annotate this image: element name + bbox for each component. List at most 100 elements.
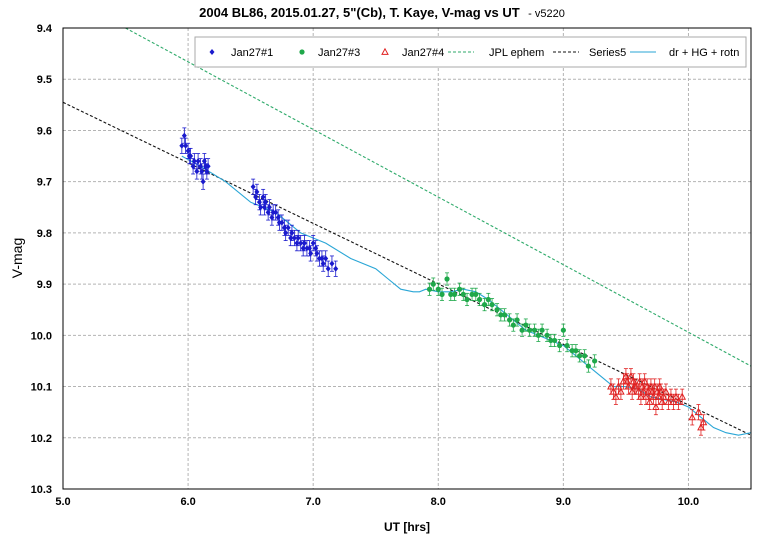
point-jan27-4 [649,392,658,400]
point-jan27-4 [628,387,636,395]
point-jan27-3 [585,363,591,369]
point-jan27-4 [674,397,683,405]
point-jan27-1 [254,188,260,195]
legend-marker-jan27-3 [299,49,305,55]
y-tick-label: 10.0 [31,330,52,342]
point-jan27-3 [469,291,475,297]
point-jan27-1 [185,147,191,154]
series-lines [63,28,751,436]
point-jan27-4 [669,397,678,405]
point-jan27-1 [276,219,282,226]
y-tick-label: 9.5 [37,74,52,86]
point-jan27-1 [253,194,259,201]
point-jan27-1 [250,183,256,190]
point-jan27-4 [627,372,635,380]
point-jan27-4 [617,387,625,395]
point-jan27-4 [609,387,618,395]
point-jan27-1 [183,142,189,149]
point-jan27-3 [548,337,554,344]
y-axis-label: V-mag [9,238,25,278]
point-jan27-1 [261,204,267,211]
point-jan27-1 [323,255,329,262]
point-jan27-4 [634,387,643,395]
chart-title: 2004 BL86, 2015.01.27, 5"(Cb), T. Kaye, … [199,5,520,20]
legend-label-jpl-ephem: JPL ephem [489,47,544,59]
point-jan27-4 [678,392,687,400]
point-jan27-1 [310,240,316,247]
point-jan27-1 [199,168,205,175]
point-jan27-1 [333,265,339,272]
point-jan27-3 [460,291,466,297]
point-jan27-3 [531,327,538,333]
point-jan27-4 [640,377,649,385]
y-tick-label: 10.3 [31,484,52,496]
point-jan27-3 [430,281,436,287]
point-jan27-1 [295,235,301,242]
point-jan27-3 [535,332,541,338]
point-jan27-3 [560,327,566,333]
point-jan27-1 [195,158,201,165]
point-jan27-3 [494,307,500,313]
point-jan27-1 [279,219,285,226]
point-jan27-1 [314,250,320,257]
point-jan27-3 [439,291,445,297]
point-jan27-1 [313,245,319,252]
point-jan27-3 [592,358,598,364]
x-tick-label: 5.0 [55,496,70,508]
point-jan27-1 [329,260,335,267]
point-jan27-1 [256,199,262,206]
point-jan27-4 [699,418,708,426]
point-jan27-1 [270,209,276,216]
legend-label-jan27-1: Jan27#1 [231,47,273,59]
point-jan27-4 [632,382,640,390]
point-jan27-1 [285,224,291,231]
x-tick-labels: 5.0 6.0 7.0 8.0 9.0 10.0 [55,496,699,508]
point-jan27-1 [325,265,331,272]
point-jan27-1 [320,260,326,267]
point-jan27-1 [289,229,295,236]
point-jan27-3 [501,312,508,318]
point-jan27-1 [298,240,304,247]
point-jan27-1 [306,245,312,252]
point-jan27-3 [464,296,470,303]
point-jan27-1 [308,250,314,257]
point-jan27-3 [577,353,583,359]
point-jan27-3 [426,286,433,292]
point-jan27-3 [435,286,441,292]
point-jan27-3 [451,291,458,297]
point-jan27-3 [444,276,450,282]
chart-title-group: 2004 BL86, 2015.01.27, 5"(Cb), T. Kaye, … [199,4,565,21]
point-jan27-3 [485,296,491,303]
point-jan27-1 [304,245,310,252]
point-jan27-4 [659,392,668,400]
point-jan27-3 [557,342,563,349]
point-jan27-3 [481,302,488,308]
plot-frame [62,27,752,490]
x-tick-label: 8.0 [431,496,446,508]
point-jan27-3 [514,317,520,323]
y-tick-label: 9.4 [37,23,53,35]
point-jan27-4 [619,377,628,385]
point-jan27-1 [258,204,264,211]
point-jan27-4 [642,392,650,400]
point-jan27-4 [650,382,659,390]
x-axis-label: UT [hrs] [384,520,430,534]
point-jan27-4 [607,382,615,390]
point-jan27-3 [526,327,533,333]
point-jan27-1 [201,158,207,165]
point-jan27-1 [263,199,269,206]
series-line-series5 [63,101,751,436]
point-jan27-4 [652,402,660,410]
legend-label-jan27-3: Jan27#3 [318,47,360,59]
legend: Jan27#1 Jan27#3 Jan27#4 JPL ephem Series5 dr … [194,36,747,68]
point-jan27-4 [662,387,670,395]
point-jan27-1 [260,194,266,201]
point-jan27-3 [473,291,479,297]
point-jan27-4 [697,423,705,431]
point-jan27-4 [624,382,633,390]
x-tick-label: 10.0 [678,496,699,508]
y-tick-labels: 9.4 9.5 9.6 9.7 9.8 9.9 10.0 10.1 10.2 10.3 [31,23,53,496]
y-tick-label: 9.7 [37,177,52,189]
y-tick-label: 10.2 [31,433,52,445]
